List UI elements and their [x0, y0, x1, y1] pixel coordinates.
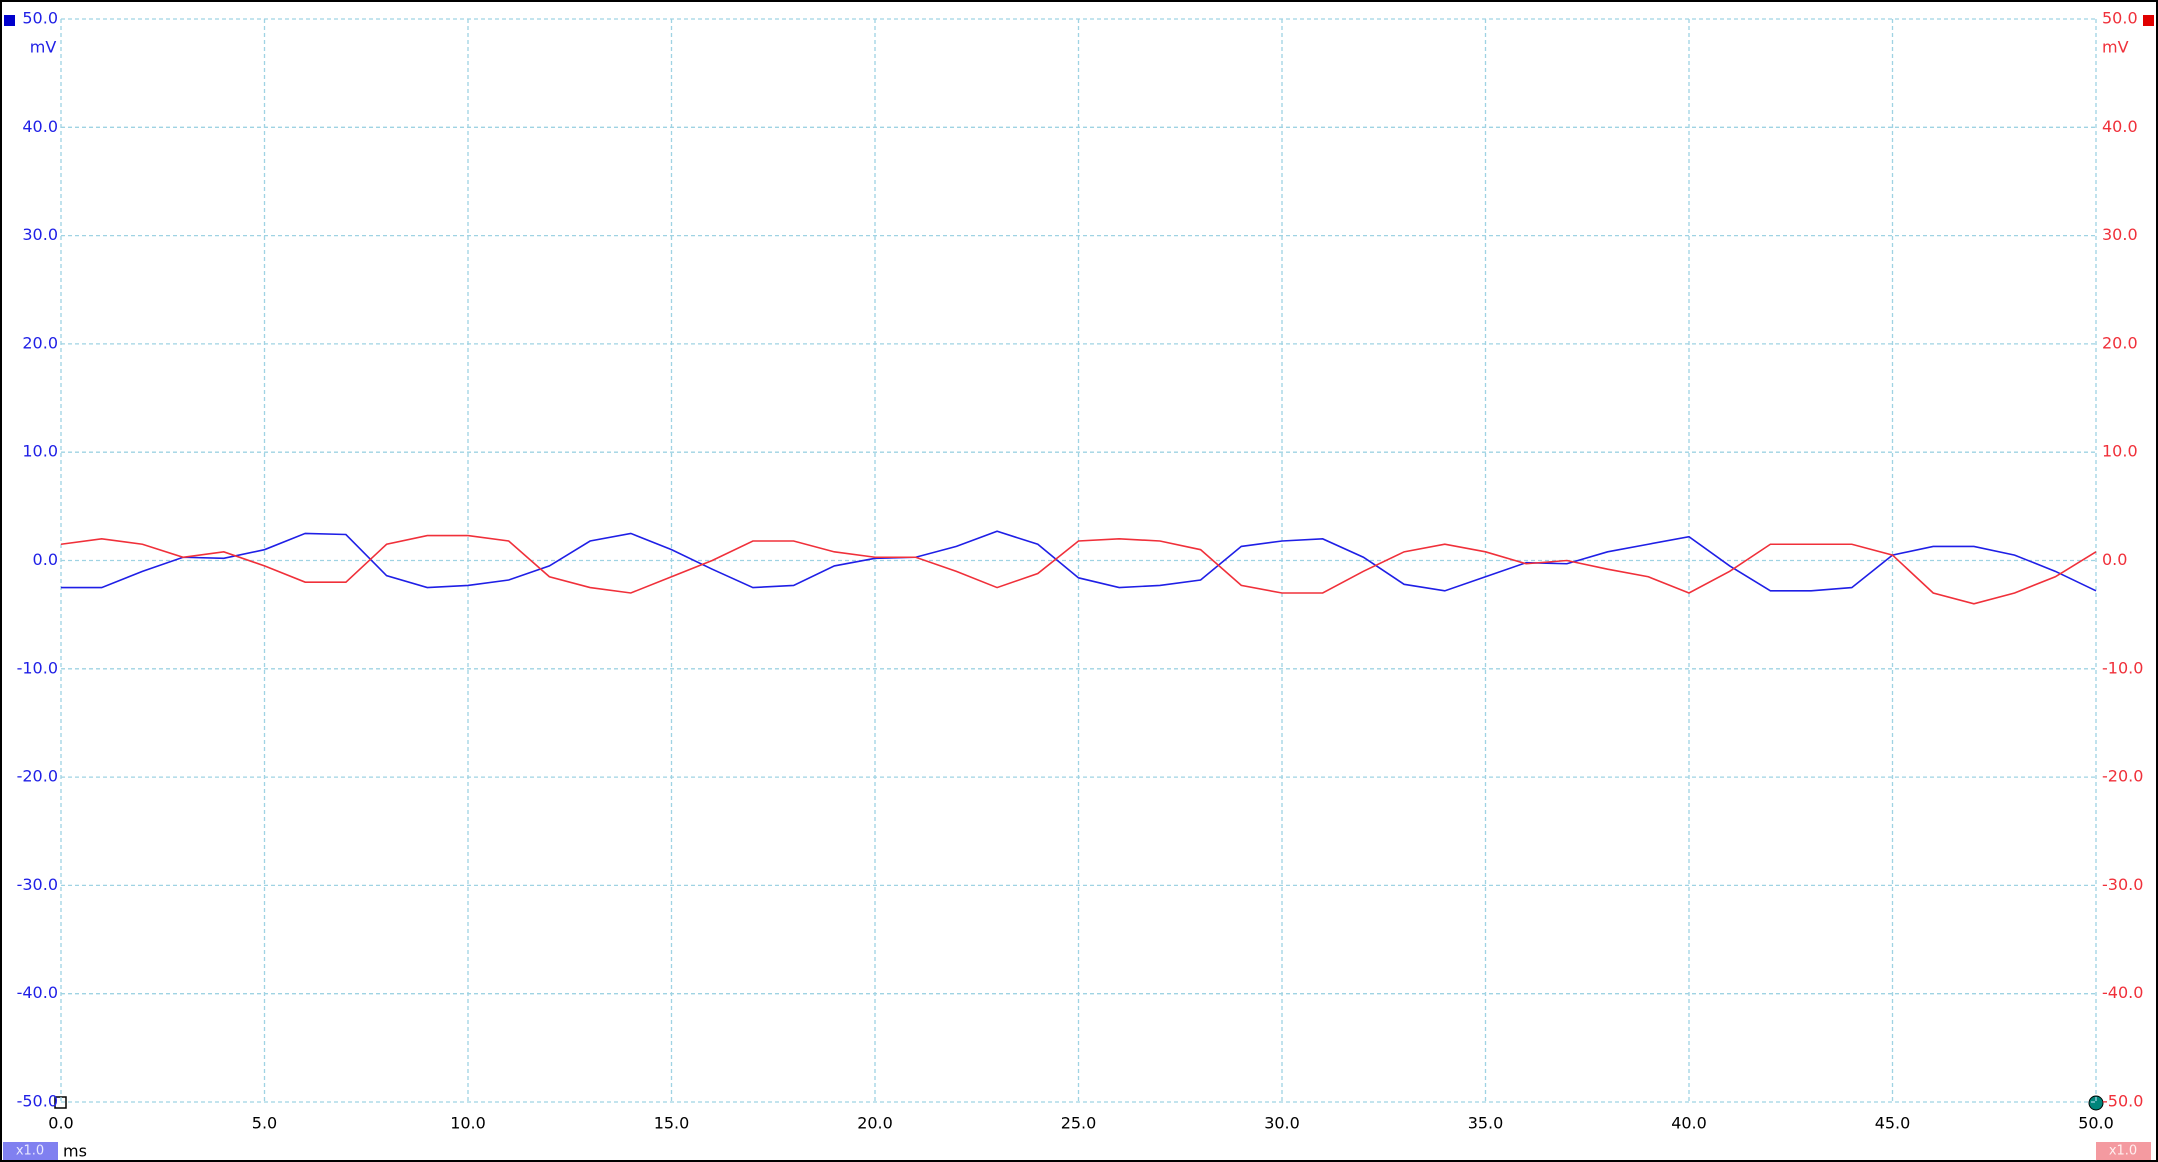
x-tick-label: 40.0 [1671, 1114, 1707, 1133]
scale-badge[interactable] [2096, 1142, 2151, 1160]
y-tick-label: 0.0 [33, 550, 58, 569]
x-tick-label: 35.0 [1468, 1114, 1504, 1133]
ruler-marker[interactable] [2088, 1095, 2104, 1111]
x-tick-label: 10.0 [450, 1114, 486, 1133]
y-tick-label: 30.0 [22, 225, 58, 244]
scale-badge[interactable] [3, 1142, 58, 1160]
y2-tick-label: 30.0 [2102, 225, 2138, 244]
y-unit: mV [30, 38, 57, 57]
x-tick-label: 0.0 [48, 1114, 73, 1133]
y-tick-label: -30.0 [17, 875, 58, 894]
x-tick-label: 15.0 [654, 1114, 690, 1133]
channel-b-marker[interactable] [2143, 15, 2154, 26]
y-tick-label: 20.0 [22, 333, 58, 352]
x-tick-label: 45.0 [1875, 1114, 1911, 1133]
x-tick-label: 5.0 [252, 1114, 277, 1133]
y2-tick-label: -20.0 [2102, 767, 2143, 786]
y-tick-label: -40.0 [17, 983, 58, 1002]
y2-tick-label: 10.0 [2102, 442, 2138, 461]
y-tick-label: 40.0 [22, 117, 58, 136]
y2-tick-label: -50.0 [2102, 1092, 2143, 1111]
x-tick-label: 30.0 [1264, 1114, 1300, 1133]
y2-tick-label: -10.0 [2102, 658, 2143, 677]
scale-label: x1.0 [2109, 1144, 2137, 1159]
y-tick-label: -50.0 [17, 1092, 58, 1111]
x-tick-label: 20.0 [857, 1114, 893, 1133]
y2-tick-label: 50.0 [2102, 9, 2138, 28]
y-tick-label: -10.0 [17, 658, 58, 677]
y-tick-label: 10.0 [22, 442, 58, 461]
channel-a-marker[interactable] [4, 15, 15, 26]
y2-tick-label: 40.0 [2102, 117, 2138, 136]
y2-tick-label: 0.0 [2102, 550, 2127, 569]
y2-tick-label: -30.0 [2102, 875, 2143, 894]
y2-tick-label: 20.0 [2102, 333, 2138, 352]
trace [61, 530, 2097, 592]
y-tick-label: 50.0 [22, 9, 58, 28]
y2-tick-label: -40.0 [2102, 983, 2143, 1002]
x-tick-label: 50.0 [2078, 1114, 2114, 1133]
trace [60, 534, 2097, 605]
scale-label: x1.0 [16, 1144, 44, 1159]
y2-unit: mV [2102, 38, 2129, 57]
x-unit: ms [63, 1142, 87, 1161]
y-tick-label: -20.0 [17, 767, 58, 786]
x-tick-label: 25.0 [1061, 1114, 1097, 1133]
